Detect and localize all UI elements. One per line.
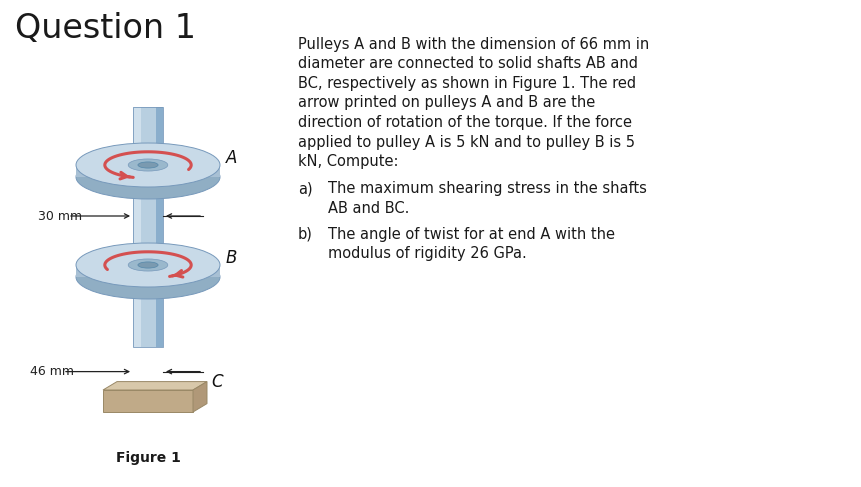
Text: BC, respectively as shown in Figure 1. The red: BC, respectively as shown in Figure 1. T…	[298, 76, 636, 91]
Polygon shape	[103, 390, 193, 412]
Ellipse shape	[76, 143, 220, 187]
Ellipse shape	[138, 262, 158, 268]
Text: AB and BC.: AB and BC.	[328, 201, 409, 216]
Text: 30 mm: 30 mm	[38, 209, 82, 223]
Text: kN, Compute:: kN, Compute:	[298, 154, 399, 169]
Text: applied to pulley A is 5 kN and to pulley B is 5: applied to pulley A is 5 kN and to pulle…	[298, 134, 635, 150]
Ellipse shape	[76, 155, 220, 199]
Text: B: B	[226, 249, 238, 267]
Text: C: C	[211, 373, 223, 391]
Ellipse shape	[128, 259, 168, 271]
Polygon shape	[133, 107, 140, 347]
Text: b): b)	[298, 226, 313, 242]
Text: modulus of rigidity 26 GPa.: modulus of rigidity 26 GPa.	[328, 246, 527, 261]
Polygon shape	[140, 107, 156, 347]
Polygon shape	[103, 382, 207, 390]
Text: The maximum shearing stress in the shafts: The maximum shearing stress in the shaft…	[328, 182, 647, 196]
Polygon shape	[76, 265, 220, 277]
Text: arrow printed on pulleys A and B are the: arrow printed on pulleys A and B are the	[298, 95, 595, 111]
Ellipse shape	[138, 162, 158, 168]
Text: A: A	[226, 150, 238, 168]
Ellipse shape	[128, 159, 168, 171]
Text: Question 1: Question 1	[15, 12, 196, 45]
Text: direction of rotation of the torque. If the force: direction of rotation of the torque. If …	[298, 115, 632, 130]
Text: The angle of twist for at end A with the: The angle of twist for at end A with the	[328, 226, 615, 242]
Ellipse shape	[76, 243, 220, 287]
Text: a): a)	[298, 182, 313, 196]
Text: diameter are connected to solid shafts AB and: diameter are connected to solid shafts A…	[298, 56, 638, 72]
Ellipse shape	[76, 255, 220, 299]
Text: Pulleys A and B with the dimension of 66 mm in: Pulleys A and B with the dimension of 66…	[298, 37, 649, 52]
Polygon shape	[76, 165, 220, 177]
Polygon shape	[193, 382, 207, 412]
Text: 46 mm: 46 mm	[30, 365, 74, 378]
Text: Figure 1: Figure 1	[115, 451, 181, 465]
Polygon shape	[156, 107, 163, 347]
